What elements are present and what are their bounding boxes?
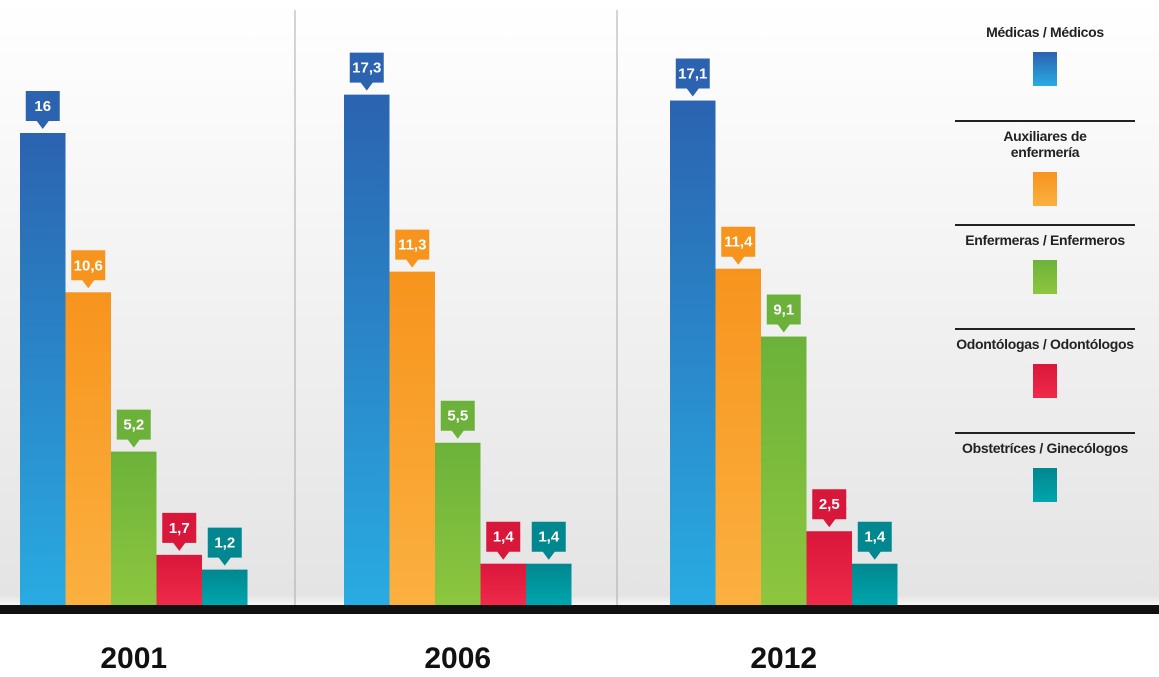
bar	[156, 554, 202, 605]
bar	[202, 569, 248, 605]
value-label: 1,4	[538, 529, 560, 546]
legend-label: Médicas / Médicos	[986, 24, 1104, 40]
label-callout	[812, 489, 847, 528]
bar	[715, 268, 761, 605]
value-label: 16	[34, 98, 51, 115]
label-callout	[25, 91, 60, 129]
legend: Médicas / Médicos Auxiliares de enfermerí…	[955, 18, 1135, 538]
legend-item: Médicas / Médicos	[955, 18, 1135, 122]
value-label: 1,4	[493, 529, 515, 546]
label-callout	[721, 226, 756, 265]
bar	[65, 292, 111, 605]
label-callout	[116, 409, 151, 448]
legend-item: Auxiliares de enfermería	[955, 122, 1135, 226]
value-label: 9,1	[773, 302, 794, 319]
label-callout	[349, 52, 384, 91]
legend-swatch	[1033, 468, 1057, 502]
value-label: 5,5	[447, 408, 468, 425]
legend-item: Odontólogas / Odontólogos	[955, 330, 1135, 434]
bar	[435, 442, 481, 605]
x-tick-label: 2001	[100, 642, 167, 675]
label-callout	[71, 250, 106, 289]
bar	[480, 563, 526, 605]
bar	[761, 336, 807, 605]
label-callout	[675, 58, 710, 97]
bar	[806, 531, 852, 605]
bar	[852, 563, 898, 605]
bar	[389, 271, 435, 605]
legend-label: Odontólogas / Odontólogos	[956, 336, 1134, 352]
legend-swatch	[1033, 364, 1057, 398]
bar	[111, 451, 157, 605]
legend-label: Enfermeras / Enfermeros	[965, 232, 1125, 248]
label-callout	[207, 527, 242, 566]
value-label: 10,6	[74, 257, 103, 274]
value-label: 17,1	[678, 66, 707, 83]
bar	[20, 133, 66, 605]
value-label: 2,5	[819, 496, 840, 513]
x-tick-label: 2006	[424, 642, 491, 675]
label-callout	[531, 521, 566, 560]
bar	[344, 94, 390, 606]
bar	[526, 563, 572, 605]
baseline	[0, 605, 1159, 614]
legend-item: Obstetríces / Ginecólogos	[955, 434, 1135, 538]
value-label: 1,7	[169, 520, 190, 537]
legend-label: Obstetríces / Ginecólogos	[962, 440, 1128, 456]
value-label: 1,4	[864, 529, 886, 546]
value-label: 5,2	[123, 417, 144, 434]
value-label: 1,2	[214, 535, 235, 552]
label-callout	[857, 521, 892, 560]
label-callout	[766, 294, 801, 333]
legend-label: Auxiliares de enfermería	[1003, 128, 1087, 160]
value-label: 11,3	[398, 237, 426, 254]
legend-swatch	[1033, 52, 1057, 86]
legend-swatch	[1033, 260, 1057, 294]
value-label: 11,4	[724, 234, 753, 251]
legend-swatch	[1033, 172, 1057, 206]
label-callout	[162, 512, 197, 551]
legend-item: Enfermeras / Enfermeros	[955, 226, 1135, 330]
label-callout	[486, 521, 521, 560]
label-callout	[395, 229, 430, 268]
bar	[670, 100, 716, 606]
label-callout	[440, 400, 475, 439]
value-label: 17,3	[352, 60, 381, 77]
x-tick-label: 2012	[750, 642, 817, 675]
